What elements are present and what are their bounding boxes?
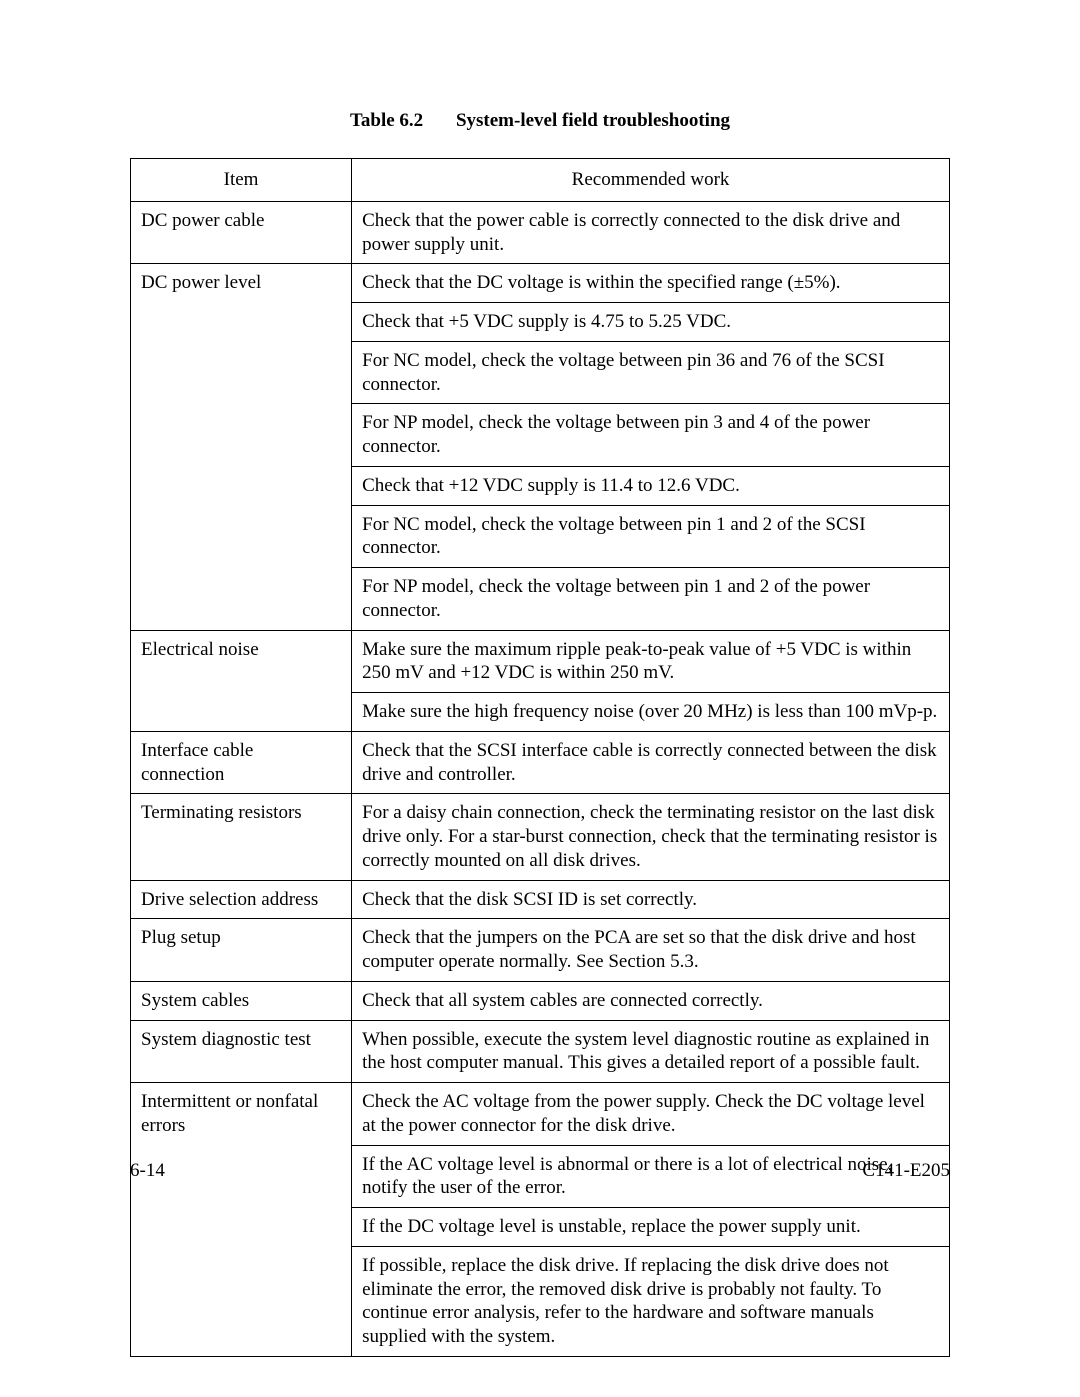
table-row: Electrical noiseMake sure the maximum ri… — [131, 630, 950, 693]
cell-item: System cables — [131, 981, 352, 1020]
table-caption: Table 6.2 System-level field troubleshoo… — [130, 110, 950, 132]
table-row: DC power cableCheck that the power cable… — [131, 201, 950, 264]
header-work: Recommended work — [352, 159, 950, 202]
cell-work: Check that all system cables are connect… — [352, 981, 950, 1020]
cell-work: If the DC voltage level is unstable, rep… — [352, 1208, 950, 1247]
cell-work: For a daisy chain connection, check the … — [352, 794, 950, 880]
cell-work: When possible, execute the system level … — [352, 1020, 950, 1083]
cell-work: Check the AC voltage from the power supp… — [352, 1083, 950, 1146]
cell-item: Electrical noise — [131, 630, 352, 731]
cell-work: Make sure the high frequency noise (over… — [352, 693, 950, 732]
cell-work: For NC model, check the voltage between … — [352, 341, 950, 404]
cell-work: For NP model, check the voltage between … — [352, 568, 950, 631]
table-row: Plug setupCheck that the jumpers on the … — [131, 919, 950, 982]
table-row: Interface cable connectionCheck that the… — [131, 731, 950, 794]
table-row: Drive selection addressCheck that the di… — [131, 880, 950, 919]
cell-work: Check that the jumpers on the PCA are se… — [352, 919, 950, 982]
cell-item: Drive selection address — [131, 880, 352, 919]
table-row: System cablesCheck that all system cable… — [131, 981, 950, 1020]
cell-work: Check that the power cable is correctly … — [352, 201, 950, 264]
cell-work: Check that +5 VDC supply is 4.75 to 5.25… — [352, 303, 950, 342]
header-item: Item — [131, 159, 352, 202]
cell-work: Check that the disk SCSI ID is set corre… — [352, 880, 950, 919]
table-row: Terminating resistorsFor a daisy chain c… — [131, 794, 950, 880]
cell-item: Intermittent or nonfatal errors — [131, 1083, 352, 1357]
cell-item: DC power level — [131, 264, 352, 630]
cell-item: Interface cable connection — [131, 731, 352, 794]
cell-work: Check that the SCSI interface cable is c… — [352, 731, 950, 794]
cell-item: DC power cable — [131, 201, 352, 264]
cell-work: For NC model, check the voltage between … — [352, 505, 950, 568]
cell-work: If possible, replace the disk drive. If … — [352, 1246, 950, 1356]
page-footer: 6-14 C141-E205 — [130, 1160, 950, 1182]
cell-item: Terminating resistors — [131, 794, 352, 880]
caption-title: System-level field troubleshooting — [456, 110, 730, 131]
footer-left: 6-14 — [130, 1160, 165, 1182]
table-row: System diagnostic testWhen possible, exe… — [131, 1020, 950, 1083]
cell-work: For NP model, check the voltage between … — [352, 404, 950, 467]
cell-item: System diagnostic test — [131, 1020, 352, 1083]
footer-right: C141-E205 — [862, 1160, 950, 1182]
cell-work: Make sure the maximum ripple peak-to-pea… — [352, 630, 950, 693]
cell-work: Check that +12 VDC supply is 11.4 to 12.… — [352, 466, 950, 505]
table-row: DC power levelCheck that the DC voltage … — [131, 264, 950, 303]
table-row: Intermittent or nonfatal errorsCheck the… — [131, 1083, 950, 1146]
cell-item: Plug setup — [131, 919, 352, 982]
cell-work: Check that the DC voltage is within the … — [352, 264, 950, 303]
caption-label: Table 6.2 — [350, 110, 423, 131]
